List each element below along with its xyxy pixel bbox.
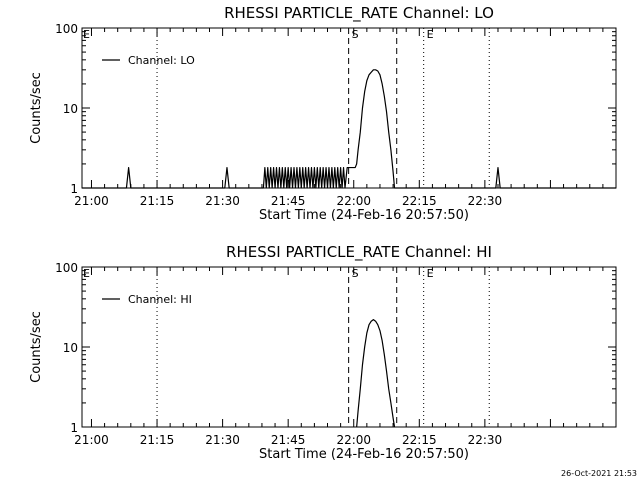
x-tick-label: 21:00 <box>74 194 109 208</box>
y-axis-label: Counts/sec <box>29 311 44 383</box>
legend-label: Channel: HI <box>128 293 192 306</box>
chart-lo: RHESSI PARTICLE_RATE Channel: LO 21:00 21:… <box>29 4 617 223</box>
series-line <box>356 319 396 428</box>
legend-label: Channel: LO <box>128 54 195 67</box>
y-tick-label: 10 <box>63 102 78 116</box>
y-tick-label: 100 <box>55 261 78 275</box>
x-tick-label: 21:30 <box>205 194 240 208</box>
marker-label: E <box>427 28 434 41</box>
x-tick-label: 22:30 <box>468 433 503 447</box>
chart-title: RHESSI PARTICLE_RATE Channel: LO <box>224 4 494 23</box>
marker-label: S <box>352 267 359 280</box>
marker-label: E <box>427 267 434 280</box>
timestamp: 26-Oct-2021 21:53 <box>561 469 637 478</box>
x-tick-label: 21:15 <box>140 433 175 447</box>
x-tick-label: 21:15 <box>140 194 175 208</box>
corner-marker-label: E <box>83 267 90 280</box>
x-tick-label: 22:00 <box>336 194 371 208</box>
y-axis-label: Counts/sec <box>29 72 44 144</box>
y-tick-label: 1 <box>70 182 78 196</box>
chart-hi: RHESSI PARTICLE_RATE Channel: HI 21:00 21:… <box>29 243 617 462</box>
x-tick-label: 22:00 <box>336 433 371 447</box>
x-tick-label: 21:45 <box>271 194 306 208</box>
x-axis-label: Start Time (24-Feb-16 20:57:50) <box>259 208 469 223</box>
x-tick-label: 21:30 <box>205 433 240 447</box>
x-tick-label: 21:45 <box>271 433 306 447</box>
y-tick-label: 1 <box>70 421 78 435</box>
x-tick-label: 21:00 <box>74 433 109 447</box>
y-tick-label: 100 <box>55 22 78 36</box>
x-tick-label: 22:30 <box>468 194 503 208</box>
marker-label: S <box>352 28 359 41</box>
corner-marker-label: E <box>83 28 90 41</box>
x-tick-label: 22:15 <box>402 194 437 208</box>
chart-title: RHESSI PARTICLE_RATE Channel: HI <box>226 243 492 262</box>
y-tick-label: 10 <box>63 341 78 355</box>
x-tick-label: 22:15 <box>402 433 437 447</box>
series-line <box>82 69 616 189</box>
x-axis-label: Start Time (24-Feb-16 20:57:50) <box>259 447 469 462</box>
